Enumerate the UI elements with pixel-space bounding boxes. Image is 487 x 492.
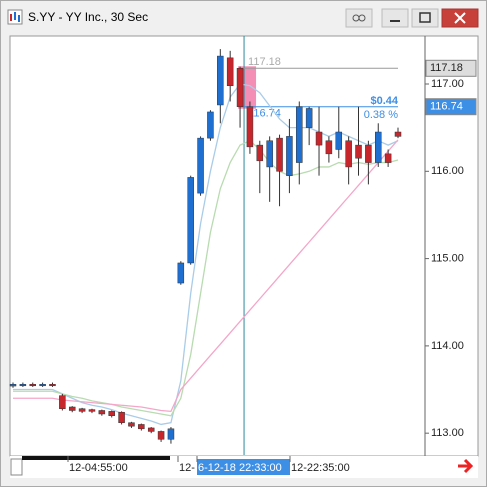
y-tick-label: 116.00 [431,165,464,177]
candle-body [197,137,204,194]
candle-body [118,411,125,423]
y-tick-label: 113.00 [431,427,464,439]
price-tag [425,98,477,116]
candle-body [266,140,273,168]
minimize-button[interactable] [381,8,409,28]
candle-body [177,262,185,284]
x-tick-label: 12-22:35:00 [291,462,350,474]
candle-body [88,409,96,412]
candle-body [345,140,352,168]
candle-body [49,384,56,387]
candle-body [325,140,333,155]
candle-body [108,411,115,416]
candle-body [315,131,323,146]
link-button[interactable] [345,8,373,28]
moving-average [13,83,399,426]
price-tag-label: 117.18 [430,62,463,74]
candle-body [147,427,155,432]
selected-time-bg [197,459,290,475]
candle-body [246,106,254,148]
candle-body [276,137,283,172]
candle-body [256,144,264,162]
x-tick-label: 12- [179,462,195,474]
candle-body [384,153,392,163]
candle-body [394,131,402,137]
candle-body [59,395,66,409]
price-tag-label: 116.74 [430,101,463,113]
candle-body [68,406,76,411]
y-tick-label: 117.00 [431,78,464,90]
candle-body [78,408,86,412]
candle-body [39,384,46,387]
candle-body [19,384,27,387]
window-title: S.YY - YY Inc., 30 Sec [28,10,148,24]
candle-body [128,422,135,427]
candle-body [365,144,372,163]
change-percent-label: 0.38 % [364,109,398,121]
x-tick-label: 6-12-18 22:33:00 [198,462,282,474]
candle-body [375,131,382,163]
price-line-label: 117.18 [248,56,281,68]
price-tag [425,59,477,77]
app-icon [7,9,23,25]
candle-body [9,384,17,387]
plot: 113.00 114.00 115.00 116.00 117.00 12-04:55:0… [9,36,477,475]
scroll-bar[interactable] [22,456,170,460]
candle-body [335,131,343,150]
candle-body [187,177,194,264]
candle-body [217,55,224,106]
y-tick-label: 115.00 [431,253,464,265]
candle-body [236,68,244,107]
candle-body [286,136,293,176]
close-button[interactable] [441,8,479,28]
candle-body [29,384,36,387]
candle-body [207,111,214,139]
moving-average [13,139,399,413]
scroll-box[interactable] [10,458,23,476]
restore-button[interactable] [411,8,439,28]
scroll-right-arrow[interactable] [458,458,474,474]
y-tick-label: 114.00 [431,340,464,352]
candle-body [296,106,303,163]
candle-body [138,424,145,430]
candle-body [157,431,165,440]
candle-body [226,57,234,87]
candle-body [305,108,313,128]
x-tick-label: 12-04:55:00 [69,462,128,474]
candle-body [355,144,362,159]
candle-body [167,428,175,440]
moving-average [13,139,399,417]
candle-body [98,410,106,415]
change-label: $0.44 [370,95,398,107]
